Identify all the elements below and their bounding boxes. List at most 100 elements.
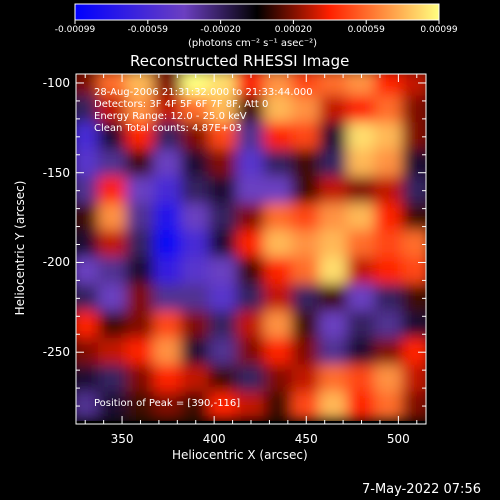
heatmap-cell [319,95,349,125]
heatmap-cell [263,337,294,367]
heatmap-cell [125,391,156,421]
heatmap-cell [319,149,349,179]
heatmap-cell [180,176,211,206]
heatmap-cell [98,203,128,233]
heatmap-cell [153,364,183,394]
x-tick-label: 350 [110,432,134,446]
heatmap-cell [401,337,426,367]
heatmap-cell [401,310,426,340]
heatmap-cell [374,74,404,98]
heatmap-cell [180,283,211,313]
heatmap-cell [153,337,183,367]
heatmap-cell [319,310,349,340]
heatmap-cell [263,310,294,340]
heatmap-cell [374,149,404,179]
heatmap-cell [291,310,322,340]
heatmap-cell [153,149,183,179]
heatmap-cell [346,364,377,394]
heatmap-cell [401,176,426,206]
heatmap-cell [236,176,266,206]
heatmap-cell [125,95,156,125]
heatmap-cell [208,149,239,179]
heatmap-cell [208,256,239,286]
heatmap-cell [263,230,294,259]
heatmap-cell [319,176,349,206]
heatmap-cell [319,122,349,152]
heatmap-cell [401,122,426,152]
x-tick-label: 400 [202,432,226,446]
heatmap-cell [98,337,128,367]
colorbar-units: (photons cm⁻² s⁻¹ asec⁻²) [188,38,318,49]
heatmap-cell [346,337,377,367]
heatmap-cell [76,256,101,286]
heatmap-cell [98,149,128,179]
heatmap-cell [319,203,349,233]
heatmap-cell [291,122,322,152]
heatmap-cell [98,95,128,125]
heatmap-cell [125,256,156,286]
heatmap-cell [401,230,426,259]
heatmap-cell [208,283,239,313]
heatmap-cell [236,310,266,340]
heatmap-cell [291,74,322,98]
heatmap-cell [208,74,239,98]
heatmap-cell [291,391,322,421]
heatmap-cell [208,230,239,259]
heatmap-cell [125,364,156,394]
heatmap-cell [291,95,322,125]
heatmap-cell [374,122,404,152]
heatmap-cell [76,95,101,125]
heatmap-cell [346,283,377,313]
heatmap-cell [291,283,322,313]
heatmap-cell [76,310,101,340]
heatmap-cell [346,95,377,125]
heatmap-cell [236,256,266,286]
heatmap-cell [180,337,211,367]
x-tick-label: 500 [386,432,410,446]
heatmap-cell [153,283,183,313]
heatmap-cell [319,337,349,367]
heatmap-cell [291,149,322,179]
heatmap-cell [319,364,349,394]
heatmap-cell [153,95,183,125]
heatmap-cell [263,391,294,421]
colorbar-gradient [74,3,440,21]
heatmap-cell [263,95,294,125]
heatmap-cell [319,391,349,421]
heatmap-cell [374,176,404,206]
x-tick-label: 450 [294,432,318,446]
heatmap-cell [346,74,377,98]
heatmap-cell [125,74,156,98]
heatmap-cell [236,391,266,421]
heatmap-cell [236,203,266,233]
heatmap-cell [346,256,377,286]
heatmap-cell [153,230,183,259]
heatmap-cell [76,337,101,367]
heatmap-cell [153,391,183,421]
heatmap-cell [125,203,156,233]
heatmap-cell [236,149,266,179]
y-axis-label: Heliocentric Y (arcsec) [13,180,27,316]
heatmap-cell [319,256,349,286]
heatmap-cell [263,176,294,206]
heatmap-cell [98,256,128,286]
colorbar [74,3,440,24]
heatmap-cell [263,122,294,152]
heatmap-cell [236,337,266,367]
heatmap-cell [153,310,183,340]
heatmap-cell [374,337,404,367]
heatmap-cell [180,149,211,179]
y-tick-label: -100 [42,75,70,90]
heatmap-cell [401,74,426,98]
heatmap-cell [401,256,426,286]
heatmap-cell [263,256,294,286]
heatmap-cell [125,283,156,313]
heatmap-cell [319,283,349,313]
chart-title: Reconstructed RHESSI Image [130,52,350,70]
y-tick-label: -200 [42,255,70,270]
heatmap-cell [153,176,183,206]
heatmap-cell [208,337,239,367]
heatmap-cell [401,364,426,394]
